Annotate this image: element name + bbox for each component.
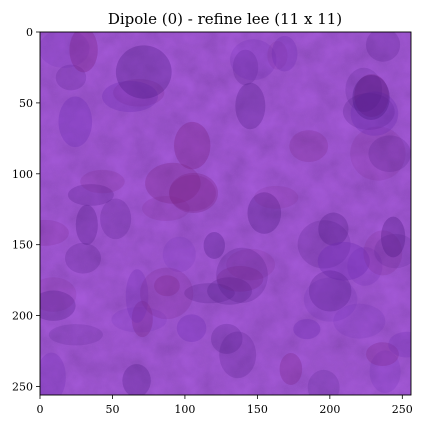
texture-blob xyxy=(174,121,211,170)
texture-blob xyxy=(176,314,207,343)
texture-blob xyxy=(122,363,151,395)
x-tick-label: 200 xyxy=(319,403,340,416)
texture-blob xyxy=(345,67,383,112)
texture-blob xyxy=(318,212,349,246)
texture-blob xyxy=(232,49,259,86)
texture-blob xyxy=(154,275,180,297)
texture-blob xyxy=(317,241,370,281)
texture-blob xyxy=(67,184,114,206)
x-tick-label: 100 xyxy=(174,403,195,416)
x-tick-label: 150 xyxy=(247,403,268,416)
texture-blob xyxy=(75,204,98,246)
texture-blob xyxy=(55,64,87,91)
texture-blob xyxy=(226,248,276,281)
texture-blob xyxy=(131,300,153,338)
texture-blob xyxy=(352,74,390,121)
texture-blob xyxy=(388,331,411,358)
texture-blob xyxy=(58,96,93,147)
texture-blob xyxy=(293,319,321,340)
texture-blob xyxy=(210,323,243,354)
plot-frame xyxy=(39,31,412,396)
texture-blob xyxy=(368,135,411,172)
texture-blob xyxy=(308,270,352,312)
x-tick-label: 250 xyxy=(392,403,413,416)
texture-blob xyxy=(40,290,76,321)
plot-title: Dipole (0) - refine lee (11 x 11) xyxy=(108,10,342,28)
x-axis: 0 50 100 150 200 250 xyxy=(37,395,413,416)
texture-blob xyxy=(69,32,98,73)
texture-blob xyxy=(297,220,351,269)
y-tick-label: 250 xyxy=(12,380,33,393)
texture-blob xyxy=(113,79,165,107)
texture-blob xyxy=(380,216,406,258)
texture-blob xyxy=(169,172,218,214)
texture-blob xyxy=(363,230,403,276)
texture-blob xyxy=(142,196,190,221)
texture-blob xyxy=(235,82,266,130)
y-axis: 0 50 100 150 200 250 xyxy=(12,26,40,393)
texture-blob xyxy=(125,269,149,323)
texture-blob xyxy=(289,130,329,163)
y-tick-label: 50 xyxy=(19,97,33,110)
x-tick-label: 50 xyxy=(105,403,119,416)
texture-blob xyxy=(203,232,225,259)
texture-blob xyxy=(162,236,196,273)
texture-blob xyxy=(40,352,66,395)
texture-blobs xyxy=(40,32,411,395)
texture-blob xyxy=(342,93,395,130)
y-tick-label: 150 xyxy=(12,239,33,252)
texture-blob xyxy=(254,185,299,209)
texture-blob xyxy=(369,350,401,394)
texture-blob xyxy=(219,331,257,379)
texture-blob xyxy=(140,267,194,320)
heatmap-image xyxy=(40,32,411,395)
texture-blob xyxy=(271,35,298,72)
texture-blob xyxy=(354,74,389,118)
y-tick-label: 100 xyxy=(12,168,33,181)
texture-blob xyxy=(216,265,264,292)
y-tick-label: 0 xyxy=(26,26,33,39)
texture-blob xyxy=(100,198,132,240)
texture-blob xyxy=(267,41,288,70)
texture-blob xyxy=(333,303,386,339)
texture-blob xyxy=(169,174,216,212)
texture-blob xyxy=(350,126,406,181)
texture-blob xyxy=(230,39,277,81)
texture-blob xyxy=(303,277,358,322)
texture-blob xyxy=(40,32,90,68)
texture-blob xyxy=(365,32,401,62)
texture-blob xyxy=(111,307,167,333)
texture-blob xyxy=(145,162,201,204)
texture-blob xyxy=(366,342,399,367)
texture-blob xyxy=(347,246,383,286)
texture-blob xyxy=(350,91,399,136)
texture-blob xyxy=(48,324,103,346)
texture-blob xyxy=(307,369,340,395)
texture-blob xyxy=(40,219,69,246)
texture-blob xyxy=(247,192,282,234)
x-tick-label: 0 xyxy=(37,403,44,416)
texture-blob xyxy=(40,277,77,312)
texture-blob xyxy=(64,242,102,274)
texture-blob xyxy=(80,169,125,194)
texture-blob xyxy=(374,233,411,269)
texture-blob xyxy=(216,247,268,303)
texture-blob xyxy=(279,353,303,385)
y-tick-label: 200 xyxy=(12,310,33,323)
texture-blob xyxy=(184,283,235,304)
texture-blob xyxy=(115,45,172,99)
texture-blob xyxy=(207,277,252,305)
texture-blob xyxy=(102,81,158,113)
